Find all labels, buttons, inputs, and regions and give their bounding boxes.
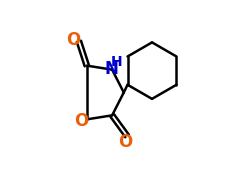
Text: O: O: [66, 31, 80, 49]
Text: O: O: [118, 133, 132, 151]
Text: N: N: [104, 60, 118, 78]
Text: H: H: [110, 55, 122, 69]
Text: O: O: [74, 112, 88, 130]
